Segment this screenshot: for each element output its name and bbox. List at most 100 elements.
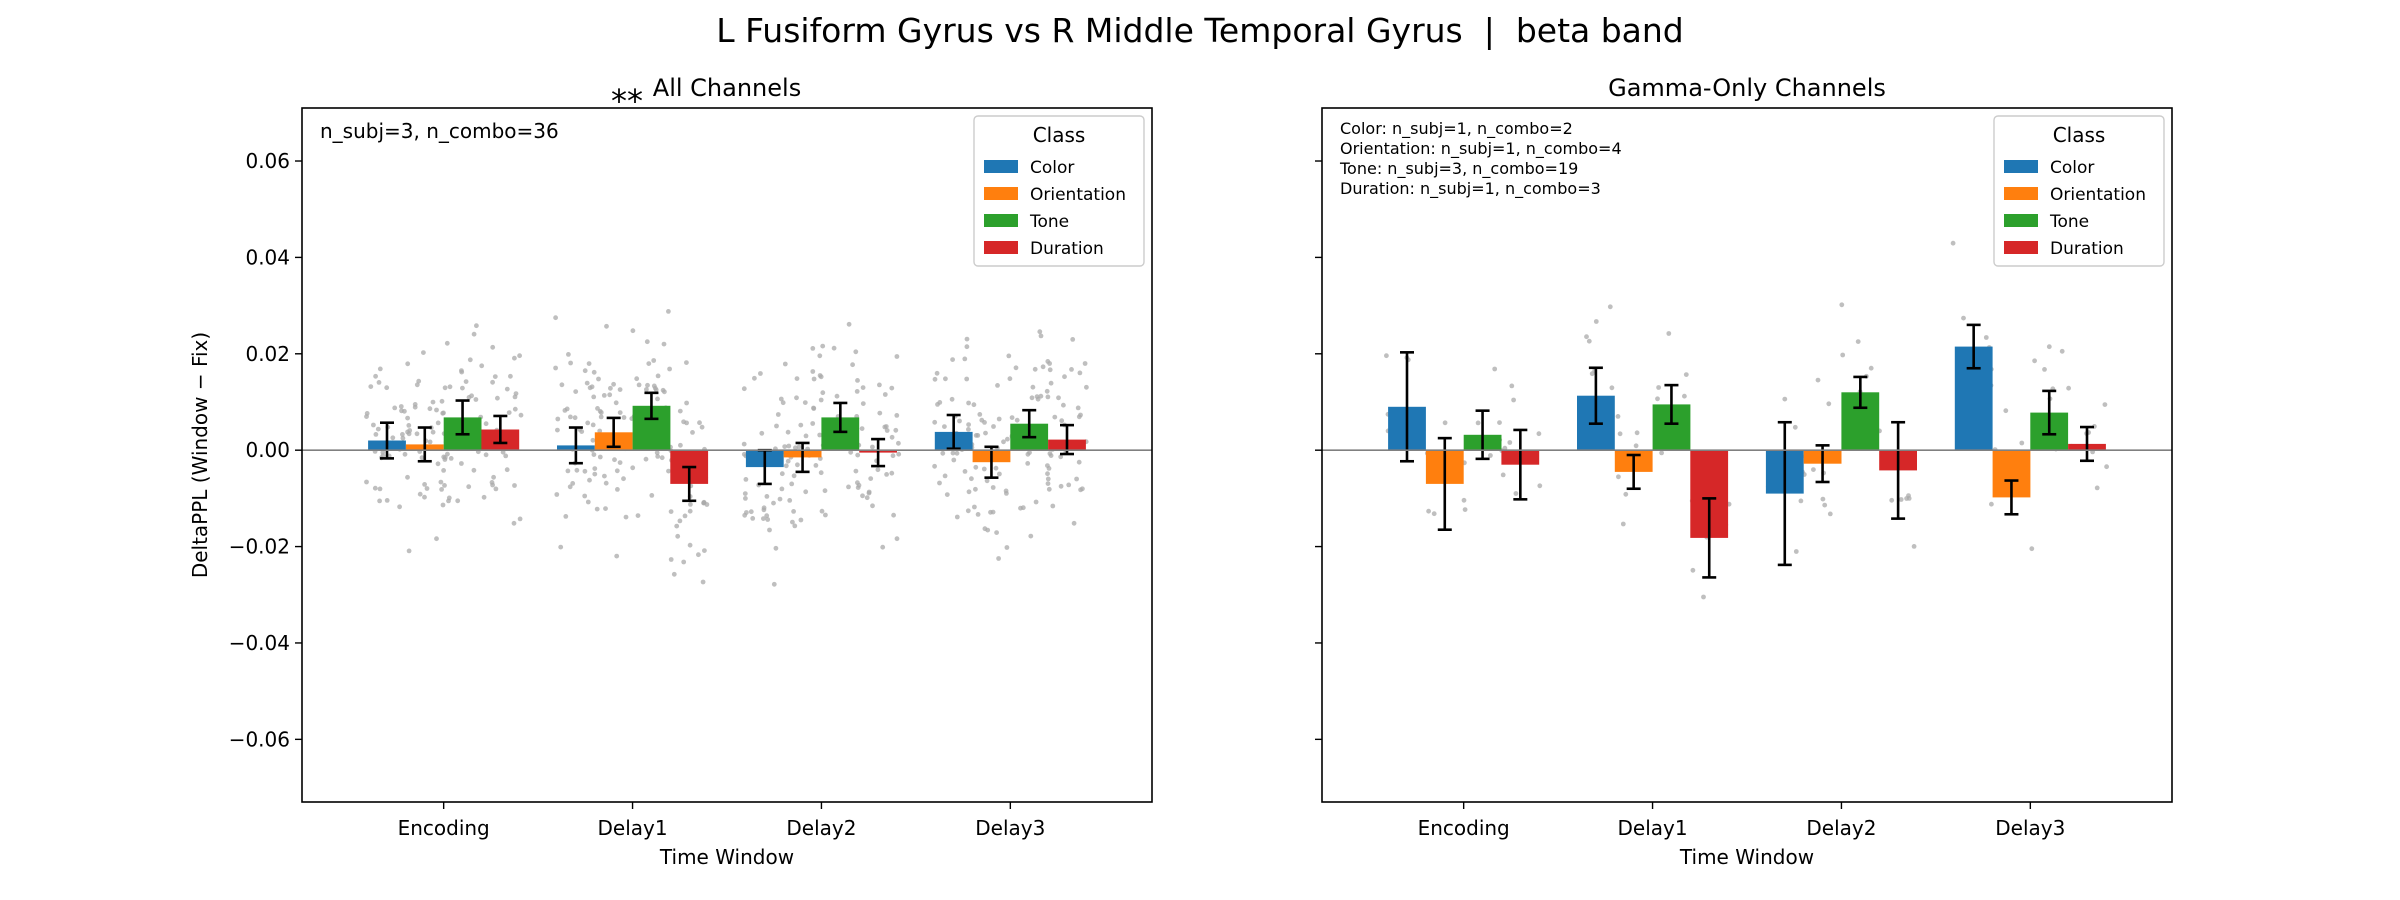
scatter-point xyxy=(601,393,607,398)
scatter-point xyxy=(368,384,374,389)
error-bar xyxy=(606,416,621,449)
scatter-point xyxy=(1513,491,1519,496)
scatter-point xyxy=(430,429,436,435)
annotation-line: Tone: n_subj=3, n_combo=19 xyxy=(1339,159,1578,179)
scatter-point xyxy=(964,376,970,382)
scatter-point xyxy=(623,514,629,520)
scatter-point xyxy=(782,444,788,449)
scatter-point xyxy=(1076,459,1082,465)
scatter-point xyxy=(614,553,620,559)
scatter-point xyxy=(417,491,423,497)
scatter-point xyxy=(590,422,596,428)
scatter-point xyxy=(2019,440,2025,446)
scatter-point xyxy=(798,422,804,428)
scatter-point xyxy=(414,382,420,388)
scatter-point xyxy=(441,410,446,416)
scatter-point xyxy=(820,390,826,396)
scatter-point xyxy=(965,508,971,514)
scatter-point xyxy=(590,437,596,443)
scatter-point xyxy=(1052,414,1058,420)
scatter-point xyxy=(973,464,979,470)
scatter-point xyxy=(818,470,824,476)
error-bar xyxy=(380,421,394,460)
annotation-line: n_subj=3, n_combo=36 xyxy=(320,119,559,143)
error-bar xyxy=(1475,409,1490,461)
scatter-point xyxy=(880,544,886,550)
scatter-point xyxy=(582,493,588,499)
x-tick-label: Delay3 xyxy=(975,816,1045,840)
scatter-point xyxy=(567,484,573,490)
scatter-point xyxy=(696,552,701,558)
scatter-point xyxy=(834,393,840,399)
scatter-point xyxy=(1690,567,1696,573)
scatter-point xyxy=(2066,385,2072,391)
scatter-point xyxy=(483,452,489,458)
scatter-point xyxy=(377,498,382,504)
x-axis-label: Time Window xyxy=(1679,845,1814,869)
scatter-point xyxy=(700,579,706,585)
scatter-point xyxy=(602,473,607,479)
scatter-point xyxy=(490,344,496,350)
scatter-point xyxy=(1701,594,1706,600)
scatter-point xyxy=(1840,352,1846,358)
scatter-point xyxy=(568,360,573,366)
scatter-point xyxy=(1007,376,1013,382)
legend-swatch-duration xyxy=(984,241,1018,254)
scatter-point xyxy=(1047,367,1053,373)
scatter-point xyxy=(884,472,889,477)
scatter-point xyxy=(654,450,660,456)
scatter-point xyxy=(668,557,674,562)
scatter-point xyxy=(1074,476,1079,482)
scatter-point xyxy=(943,376,948,382)
scatter-points xyxy=(1384,240,2110,600)
y-tick-label: 0.02 xyxy=(245,342,290,366)
scatter-point xyxy=(771,581,777,587)
scatter-point xyxy=(779,471,785,477)
scatter-point xyxy=(481,494,487,500)
scatter-point xyxy=(504,386,510,392)
scatter-point xyxy=(743,477,749,482)
scatter-point xyxy=(995,383,1000,388)
scatter-point xyxy=(574,467,580,473)
y-tick-label: −0.02 xyxy=(229,535,290,559)
scatter-point xyxy=(668,509,674,514)
scatter-point xyxy=(771,500,776,506)
scatter-point xyxy=(1826,401,1832,407)
scatter-point xyxy=(1084,384,1089,390)
chart-panel-1: −0.06 −0.04 −0.02 0.00 0.02 0.04 0.06 Encoding D… xyxy=(188,74,1153,869)
scatter-point xyxy=(1793,549,1799,554)
scatter-point xyxy=(651,383,657,389)
error-bar xyxy=(455,399,470,436)
scatter-point xyxy=(634,376,640,382)
scatter-point xyxy=(594,506,600,512)
scatter-point xyxy=(397,504,402,510)
scatter-point xyxy=(1061,402,1066,408)
scatter-point xyxy=(582,468,588,474)
scatter-point xyxy=(508,373,513,379)
scatter-point xyxy=(777,496,783,502)
scatter-point xyxy=(940,450,946,456)
scatter-point xyxy=(1050,503,1056,509)
scatter-point xyxy=(2102,402,2108,407)
scatter-point xyxy=(687,542,693,548)
scatter-point xyxy=(882,392,888,397)
scatter-point xyxy=(1048,380,1054,386)
scatter-point xyxy=(568,414,573,420)
scatter-point xyxy=(810,421,816,426)
scatter-point xyxy=(596,376,601,382)
scatter-point xyxy=(1811,467,1816,472)
scatter-point xyxy=(512,355,517,361)
error-bar xyxy=(1891,420,1906,520)
scatter-point xyxy=(597,454,603,460)
error-bar xyxy=(1400,351,1414,463)
error-bar xyxy=(1815,444,1830,484)
scatter-point xyxy=(1500,472,1506,478)
scatter-point xyxy=(674,523,680,529)
scatter-point xyxy=(1633,443,1639,449)
scatter-point xyxy=(1462,507,1468,512)
scatter-point xyxy=(392,405,398,411)
series-color xyxy=(1388,323,1993,567)
scatter-point xyxy=(1046,466,1052,471)
legend-label: Color xyxy=(2050,158,2094,178)
scatter-point xyxy=(894,413,900,418)
